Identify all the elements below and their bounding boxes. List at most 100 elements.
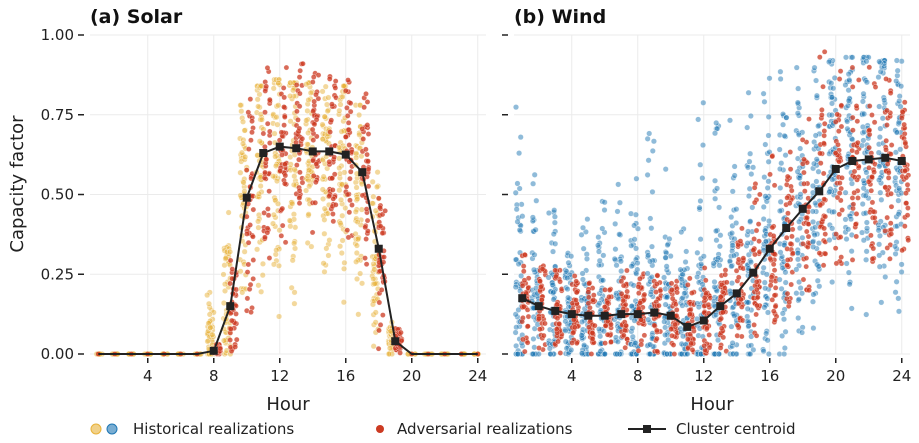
adversarial-point: [786, 299, 793, 305]
historical-point: [237, 192, 244, 199]
historical-point: [898, 261, 905, 268]
adversarial-point: [672, 321, 678, 328]
adversarial-point: [866, 64, 873, 71]
x-tick-label: 4: [143, 367, 153, 385]
centroid-marker: [567, 310, 576, 319]
historical-point: [533, 197, 540, 204]
historical-point: [815, 168, 822, 175]
historical-point: [630, 282, 637, 289]
historical-point: [776, 207, 783, 214]
adversarial-point: [608, 321, 614, 328]
historical-point: [799, 324, 806, 331]
legend: Historical realizations Adversarial real…: [90, 420, 796, 438]
historical-point: [795, 85, 802, 92]
historical-point: [337, 220, 344, 227]
adversarial-point: [805, 233, 812, 240]
historical-point: [892, 250, 899, 257]
adversarial-point: [519, 318, 525, 325]
adversarial-point: [267, 97, 273, 103]
adversarial-point: [378, 287, 385, 293]
centroid-marker: [391, 337, 400, 346]
historical-point: [697, 161, 704, 168]
historical-point: [616, 199, 623, 206]
adversarial-point: [833, 119, 839, 125]
historical-point: [813, 178, 820, 185]
adversarial-point: [525, 313, 532, 320]
adversarial-point: [310, 137, 317, 143]
historical-point: [663, 263, 670, 270]
adversarial-point: [571, 324, 578, 331]
adversarial-point: [377, 322, 384, 328]
historical-point: [304, 141, 311, 148]
legend-historical-solar-marker: [90, 423, 102, 435]
historical-point: [875, 149, 882, 156]
adversarial-point: [280, 85, 287, 91]
historical-point: [848, 248, 855, 255]
historical-point: [545, 274, 552, 281]
adversarial-point: [244, 295, 251, 302]
historical-point: [323, 245, 330, 252]
historical-point: [646, 351, 653, 358]
historical-point: [562, 327, 569, 334]
historical-point: [794, 256, 801, 263]
historical-point: [305, 97, 312, 104]
historical-point: [896, 98, 903, 105]
historical-point: [811, 64, 818, 71]
adversarial-point: [590, 297, 597, 303]
adversarial-point: [573, 278, 579, 285]
historical-point: [578, 231, 585, 238]
adversarial-point: [802, 188, 808, 194]
adversarial-point: [869, 199, 876, 206]
adversarial-point: [820, 170, 827, 177]
historical-point: [369, 178, 376, 185]
adversarial-point: [888, 231, 894, 237]
historical-point: [760, 203, 767, 210]
adversarial-point: [623, 322, 629, 329]
adversarial-point: [279, 205, 286, 212]
historical-point: [698, 261, 705, 268]
historical-point: [893, 129, 900, 136]
adversarial-point: [364, 151, 370, 158]
historical-point: [275, 80, 282, 87]
historical-point: [895, 197, 902, 204]
adversarial-point: [853, 211, 860, 217]
adversarial-point: [343, 183, 350, 190]
centroid-marker: [226, 302, 235, 311]
adversarial-point: [899, 109, 906, 115]
adversarial-point: [771, 251, 778, 257]
historical-point: [828, 80, 835, 87]
adversarial-point: [382, 208, 388, 214]
adversarial-point: [821, 140, 827, 147]
historical-point: [876, 103, 883, 110]
adversarial-point: [380, 312, 386, 318]
historical-point: [256, 138, 263, 145]
historical-point: [796, 218, 803, 225]
historical-point: [645, 252, 652, 259]
historical-point: [695, 116, 702, 123]
adversarial-point: [310, 173, 317, 179]
adversarial-point: [771, 182, 778, 189]
adversarial-point: [756, 238, 762, 244]
historical-point: [239, 289, 246, 296]
centroid-marker: [374, 244, 383, 253]
adversarial-point: [887, 90, 894, 96]
adversarial-point: [608, 339, 614, 345]
adversarial-point: [837, 234, 844, 240]
adversarial-point: [364, 122, 371, 128]
adversarial-point: [882, 184, 889, 191]
historical-point: [551, 213, 558, 220]
panel-title: (b) Wind: [514, 6, 606, 28]
historical-point: [863, 248, 870, 255]
adversarial-point: [602, 340, 608, 346]
adversarial-point: [674, 307, 680, 313]
historical-point: [764, 184, 771, 191]
adversarial-point: [817, 201, 824, 208]
adversarial-point: [542, 320, 548, 327]
historical-point: [846, 281, 853, 288]
historical-point: [879, 115, 886, 122]
adversarial-point: [536, 315, 542, 322]
historical-point: [291, 300, 298, 307]
adversarial-point: [569, 340, 575, 346]
historical-point: [529, 351, 536, 358]
historical-point: [579, 276, 586, 283]
